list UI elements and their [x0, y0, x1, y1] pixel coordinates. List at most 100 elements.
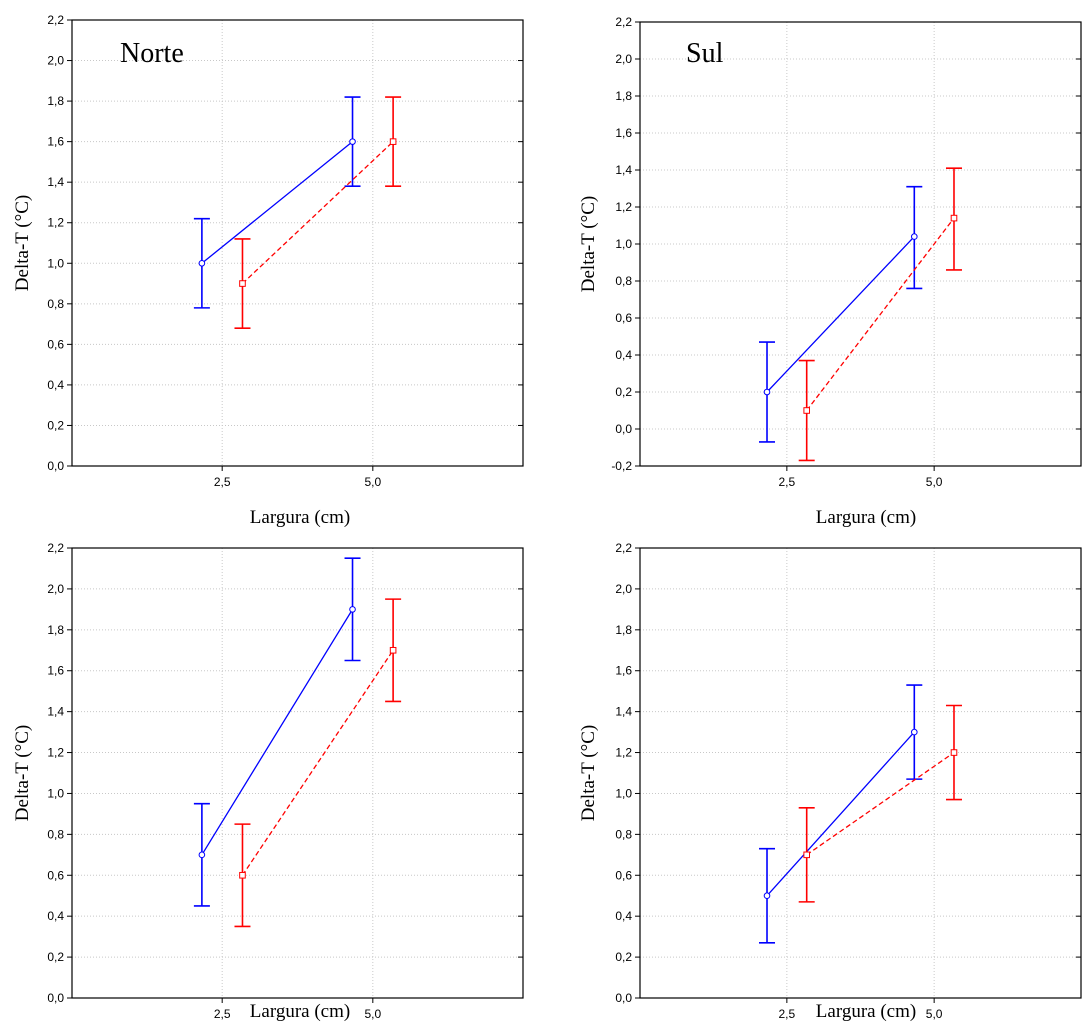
y-tick-label: 1,4	[615, 705, 632, 719]
x-axis-label: Largura (cm)	[816, 507, 916, 528]
chart-panel-3: 0,0 0,2 0,4 0,6 0,8 1,0 1,2 1,4 1,6 1,8 2,0 2,2 2,5 5…	[12, 541, 524, 1022]
y-tick-label: 1,0	[47, 256, 64, 270]
plot-frame	[639, 547, 1082, 999]
y-axis-label: Delta-T (°C)	[578, 725, 599, 821]
data-point	[803, 407, 810, 414]
y-tick-label: 1,4	[47, 705, 64, 719]
data-point	[389, 646, 397, 654]
data-point	[349, 138, 356, 145]
data-point	[198, 259, 206, 267]
y-tick-label: 1,0	[615, 786, 632, 800]
series-1-line	[766, 731, 915, 897]
data-point	[950, 214, 958, 222]
y-tick-label: 1,0	[615, 237, 632, 251]
y-axis-label: Delta-T (°C)	[578, 196, 599, 292]
y-tick-label: 0,4	[615, 348, 632, 362]
data-point	[803, 851, 810, 859]
series-2-line	[241, 649, 394, 876]
y-tick-label: 1,8	[47, 623, 64, 637]
y-tick-label: 2,2	[615, 15, 632, 29]
x-axis-label: Largura (cm)	[250, 507, 350, 528]
y-tick-label: 0,0	[615, 991, 632, 1005]
series-1-line	[766, 236, 915, 393]
data-point	[950, 749, 958, 756]
x-tick-label: 5,0	[926, 475, 943, 489]
data-point	[239, 871, 246, 879]
x-tick-label: 2,5	[779, 475, 796, 489]
y-tick-label: 1,6	[47, 664, 64, 678]
y-tick-label: 1,0	[47, 786, 64, 800]
x-tick-label: 5,0	[364, 1007, 381, 1021]
y-tick-label: 1,4	[47, 175, 64, 189]
y-tick-label: 1,6	[47, 135, 64, 149]
y-tick-label: 1,8	[615, 89, 632, 103]
y-tick-label: 1,2	[47, 216, 64, 230]
y-tick-label: 2,0	[47, 582, 64, 596]
data-point	[349, 606, 356, 613]
y-tick-label: 0,6	[615, 311, 632, 325]
data-point	[763, 388, 771, 396]
y-tick-label: 1,2	[615, 746, 632, 760]
y-axis-label: Delta-T (°C)	[12, 195, 33, 291]
data-point	[911, 728, 918, 736]
y-tick-label: 2,2	[47, 13, 64, 27]
y-axis-label: Delta-T (°C)	[12, 725, 33, 821]
data-point	[389, 138, 397, 145]
y-tick-label: -0,2	[611, 459, 632, 473]
data-point	[911, 233, 918, 240]
y-tick-label: 0,8	[47, 297, 64, 311]
y-tick-label: 0,2	[47, 418, 64, 432]
x-axis-label: Largura (cm)	[816, 1001, 916, 1022]
x-tick-label: 5,0	[364, 475, 381, 489]
y-tick-label: 0,0	[47, 459, 64, 473]
x-tick-label: 5,0	[926, 1007, 943, 1021]
y-tick-label: 2,0	[47, 54, 64, 68]
y-tick-label: 2,2	[615, 541, 632, 555]
series-2-line	[806, 217, 955, 411]
x-tick-label: 2,5	[214, 1007, 231, 1021]
y-tick-label: 0,6	[47, 337, 64, 351]
panel-title: Norte	[120, 38, 184, 69]
y-tick-label: 1,6	[615, 664, 632, 678]
chart-panel-1: 0,0 0,2 0,4 0,6 0,8 1,0 1,2 1,4 1,6 1,8 2,0 2,2 2,5 5…	[12, 13, 524, 528]
plot-frame	[71, 19, 524, 467]
plot-frame	[639, 21, 1082, 467]
y-tick-label: 0,0	[47, 991, 64, 1005]
y-tick-label: 0,6	[615, 868, 632, 882]
y-tick-label: 0,2	[615, 385, 632, 399]
chart-panel-2: -0,2 0,0 0,2 0,4 0,6 0,8 1,0 1,2 1,4 1,6 1,8 2,0 2,2…	[578, 15, 1082, 528]
y-tick-label: 2,0	[615, 52, 632, 66]
y-tick-label: 2,0	[615, 582, 632, 596]
data-point	[239, 280, 246, 287]
y-tick-label: 1,2	[615, 200, 632, 214]
y-tick-label: 1,2	[47, 746, 64, 760]
data-point	[198, 851, 206, 859]
y-tick-label: 1,4	[615, 163, 632, 177]
y-tick-label: 1,8	[615, 623, 632, 637]
y-tick-label: 0,2	[615, 950, 632, 964]
x-tick-label: 2,5	[214, 475, 231, 489]
panel-title: Sul	[686, 38, 724, 69]
y-tick-label: 0,2	[47, 950, 64, 964]
chart-panel-4: 0,0 0,2 0,4 0,6 0,8 1,0 1,2 1,4 1,6 1,8 2,0 2,2 2,5 5…	[578, 541, 1082, 1022]
y-tick-label: 0,0	[615, 422, 632, 436]
y-tick-label: 0,6	[47, 868, 64, 882]
series-2-line	[806, 752, 955, 856]
y-tick-label: 2,2	[47, 541, 64, 555]
data-point	[763, 892, 771, 900]
y-tick-label: 0,4	[615, 909, 632, 923]
series-2-line	[242, 141, 394, 285]
plot-frame	[71, 547, 524, 999]
y-tick-label: 1,6	[615, 126, 632, 140]
y-tick-label: 0,4	[47, 378, 64, 392]
x-axis-label: Largura (cm)	[250, 1001, 350, 1022]
y-tick-label: 0,8	[47, 827, 64, 841]
x-tick-label: 2,5	[779, 1007, 796, 1021]
y-tick-label: 0,4	[47, 909, 64, 923]
y-tick-label: 0,8	[615, 827, 632, 841]
y-tick-label: 0,8	[615, 274, 632, 288]
y-tick-label: 1,8	[47, 94, 64, 108]
series-1-line	[201, 141, 353, 264]
series-1-line	[201, 609, 354, 856]
